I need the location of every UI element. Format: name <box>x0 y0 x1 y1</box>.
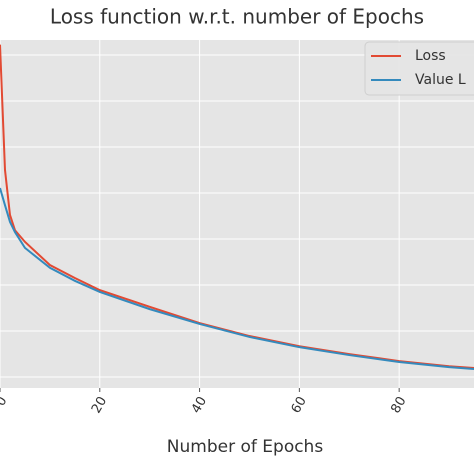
x-axis-label: Number of Epochs <box>167 437 324 457</box>
x-tick-label: 60 <box>289 394 310 416</box>
chart-title: Loss function w.r.t. number of Epochs <box>50 5 424 29</box>
x-tick-label: 20 <box>89 394 110 416</box>
x-tick-label: 0 <box>0 394 10 409</box>
legend-label: Loss <box>415 48 446 64</box>
series-line <box>0 187 474 370</box>
legend-label: Value L <box>415 72 466 88</box>
x-tick-label: 40 <box>189 394 210 416</box>
x-tick-label: 80 <box>388 394 409 416</box>
plot-area <box>0 40 474 388</box>
